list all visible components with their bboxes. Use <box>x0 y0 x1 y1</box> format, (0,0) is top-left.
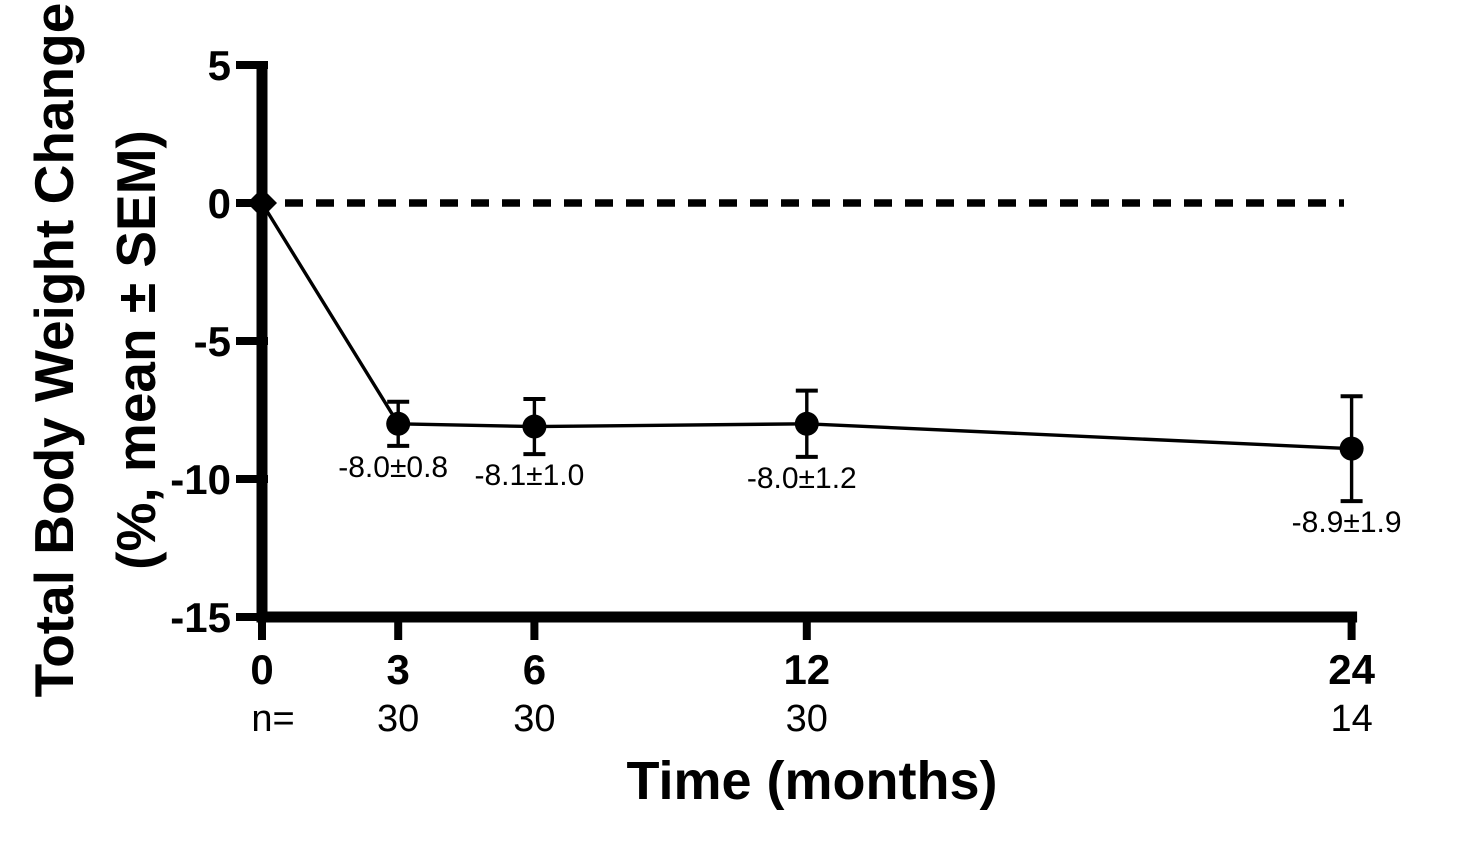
data-point-marker <box>1339 436 1364 461</box>
y-tick-label: -5 <box>194 318 231 365</box>
data-point-marker <box>386 411 411 436</box>
y-tick-label: 5 <box>208 42 231 89</box>
y-axis-title-line2: (%, mean ± SEM) <box>105 130 167 570</box>
point-value-label: -8.0±1.2 <box>747 462 857 495</box>
data-point-marker <box>794 411 819 436</box>
point-value-label: -8.1±1.0 <box>474 459 584 492</box>
point-value-label: -8.9±1.9 <box>1292 506 1402 539</box>
y-tick-label: -15 <box>170 594 231 641</box>
x-tick-label: 12 <box>783 646 830 693</box>
n-equals-label: n= <box>251 698 294 740</box>
y-axis-title: Total Body Weight Change (%, mean ± SEM) <box>13 0 177 730</box>
y-axis-title-line1: Total Body Weight Change <box>23 2 85 698</box>
x-tick-label: 24 <box>1328 646 1375 693</box>
y-tick-label: -10 <box>170 456 231 503</box>
n-value: 14 <box>1330 698 1372 740</box>
data-point-marker <box>522 414 547 439</box>
point-value-label: -8.0±0.8 <box>338 451 448 484</box>
x-tick-label: 3 <box>387 646 410 693</box>
n-value: 30 <box>513 698 555 740</box>
x-tick-label: 0 <box>250 646 273 693</box>
y-tick-label: 0 <box>208 180 231 227</box>
n-value: 30 <box>786 698 828 740</box>
data-point-marker-diamond <box>247 188 277 218</box>
x-axis-title: Time (months) <box>626 751 998 811</box>
x-tick-label: 6 <box>523 646 546 693</box>
n-value: 30 <box>377 698 419 740</box>
